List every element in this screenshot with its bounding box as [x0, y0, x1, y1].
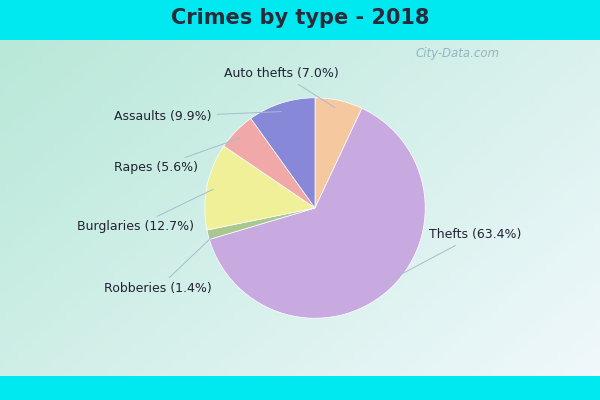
Text: Burglaries (12.7%): Burglaries (12.7%): [77, 189, 213, 233]
Text: City-Data.com: City-Data.com: [416, 47, 500, 60]
Wedge shape: [209, 108, 425, 318]
Wedge shape: [224, 118, 315, 208]
Text: Assaults (9.9%): Assaults (9.9%): [114, 110, 281, 123]
Wedge shape: [207, 208, 315, 240]
Text: Thefts (63.4%): Thefts (63.4%): [383, 228, 521, 284]
Text: Rapes (5.6%): Rapes (5.6%): [114, 138, 240, 174]
Text: Robberies (1.4%): Robberies (1.4%): [104, 234, 215, 295]
Text: Crimes by type - 2018: Crimes by type - 2018: [171, 8, 429, 28]
Wedge shape: [251, 98, 315, 208]
Wedge shape: [315, 98, 362, 208]
Text: Auto thefts (7.0%): Auto thefts (7.0%): [224, 67, 339, 108]
Wedge shape: [205, 146, 315, 230]
